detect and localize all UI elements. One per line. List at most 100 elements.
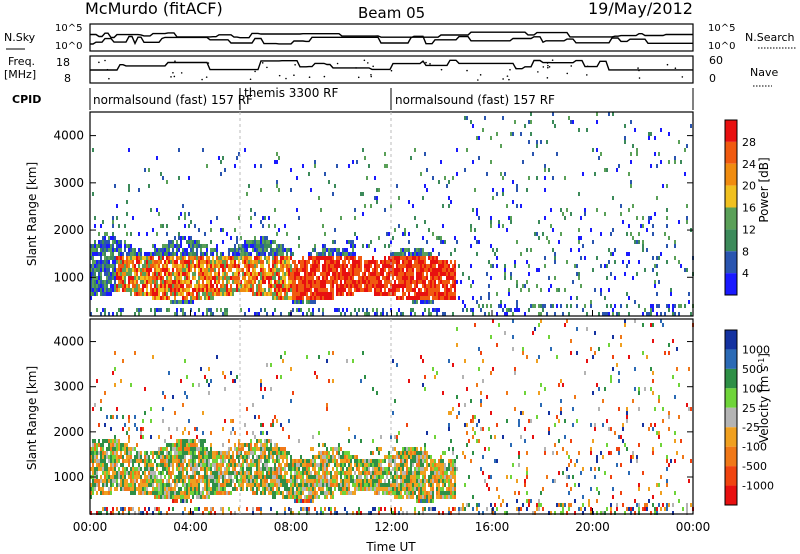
heatmap-cell <box>368 280 370 284</box>
heatmap-cell <box>318 260 320 264</box>
heatmap-cell <box>562 312 564 316</box>
heatmap-cell <box>94 244 96 248</box>
heatmap-cell <box>188 300 190 304</box>
heatmap-cell <box>94 224 96 228</box>
heatmap-cell <box>104 264 106 268</box>
heatmap-cell <box>116 463 118 467</box>
heatmap-cell <box>108 240 110 244</box>
heatmap-cell <box>180 439 182 443</box>
heatmap-cell <box>276 483 278 487</box>
heatmap-cell <box>242 447 244 451</box>
heatmap-cell <box>102 288 104 292</box>
heatmap-cell <box>400 284 402 288</box>
heatmap-cell <box>136 272 138 276</box>
heatmap-cell <box>186 447 188 451</box>
heatmap-cell <box>112 459 114 463</box>
heatmap-cell <box>208 483 210 487</box>
heatmap-cell <box>264 240 266 244</box>
heatmap-cell <box>298 487 300 491</box>
heatmap-cell <box>114 475 116 479</box>
heatmap-cell <box>290 487 292 491</box>
heatmap-cell <box>230 479 232 483</box>
heatmap-cell <box>136 427 138 431</box>
heatmap-cell <box>262 268 264 272</box>
heatmap-cell <box>288 479 290 483</box>
heatmap-cell <box>568 116 570 120</box>
heatmap-cell <box>426 168 428 172</box>
heatmap-cell <box>324 296 326 300</box>
heatmap-cell <box>176 447 178 451</box>
heatmap-cell <box>96 284 98 288</box>
heatmap-cell <box>516 284 518 288</box>
heatmap-cell <box>104 479 106 483</box>
heatmap-cell <box>186 252 188 256</box>
heatmap-cell <box>640 224 642 228</box>
heatmap-cell <box>118 252 120 256</box>
heatmap-cell <box>142 511 144 515</box>
heatmap-cell <box>428 268 430 272</box>
heatmap-cell <box>264 451 266 455</box>
heatmap-cell <box>648 220 650 224</box>
heatmap-cell <box>182 288 184 292</box>
heatmap-cell <box>474 236 476 240</box>
heatmap-cell <box>652 232 654 236</box>
heatmap-cell <box>228 483 230 487</box>
heatmap-cell <box>106 264 108 268</box>
heatmap-cell <box>348 252 350 256</box>
heatmap-cell <box>172 467 174 471</box>
heatmap-cell <box>222 427 224 431</box>
heatmap-cell <box>402 284 404 288</box>
heatmap-cell <box>566 304 568 308</box>
heatmap-cell <box>214 451 216 455</box>
heatmap-cell <box>330 475 332 479</box>
heatmap-cell <box>400 252 402 256</box>
heatmap-cell <box>388 268 390 272</box>
heatmap-cell <box>200 252 202 256</box>
heatmap-cell <box>226 491 228 495</box>
heatmap-cell <box>146 459 148 463</box>
heatmap-cell <box>406 495 408 499</box>
heatmap-cell <box>280 355 282 359</box>
heatmap-cell <box>280 264 282 268</box>
heatmap-cell <box>226 292 228 296</box>
heatmap-cell <box>134 483 136 487</box>
heatmap-cell <box>172 491 174 495</box>
heatmap-cell <box>188 487 190 491</box>
heatmap-cell <box>294 300 296 304</box>
heatmap-cell <box>354 284 356 288</box>
heatmap-cell <box>222 443 224 447</box>
heatmap-cell <box>608 248 610 252</box>
heatmap-cell <box>106 256 108 260</box>
heatmap-cell <box>178 479 180 483</box>
heatmap-cell <box>172 471 174 475</box>
heatmap-cell <box>224 272 226 276</box>
heatmap-cell <box>382 491 384 495</box>
heatmap-cell <box>208 367 210 371</box>
heatmap-cell <box>430 256 432 260</box>
heatmap-cell <box>114 367 116 371</box>
heatmap-cell <box>198 264 200 268</box>
heatmap-cell <box>162 176 164 180</box>
heatmap-cell <box>178 268 180 272</box>
nave-dot <box>174 60 176 62</box>
heatmap-cell <box>406 268 408 272</box>
heatmap-cell <box>230 447 232 451</box>
heatmap-cell <box>192 475 194 479</box>
heatmap-cell <box>134 256 136 260</box>
heatmap-cell <box>452 276 454 280</box>
heatmap-cell <box>228 507 230 511</box>
heatmap-cell <box>252 276 254 280</box>
heatmap-cell <box>230 463 232 467</box>
heatmap-cell <box>340 216 342 220</box>
heatmap-cell <box>120 248 122 252</box>
heatmap-cell <box>400 256 402 260</box>
heatmap-cell <box>488 312 490 316</box>
heatmap-cell <box>236 156 238 160</box>
heatmap-cell <box>356 467 358 471</box>
heatmap-cell <box>300 487 302 491</box>
heatmap-cell <box>154 491 156 495</box>
heatmap-cell <box>392 487 394 491</box>
heatmap-cell <box>446 280 448 284</box>
nave-dot <box>515 67 518 70</box>
heatmap-cell <box>266 467 268 471</box>
